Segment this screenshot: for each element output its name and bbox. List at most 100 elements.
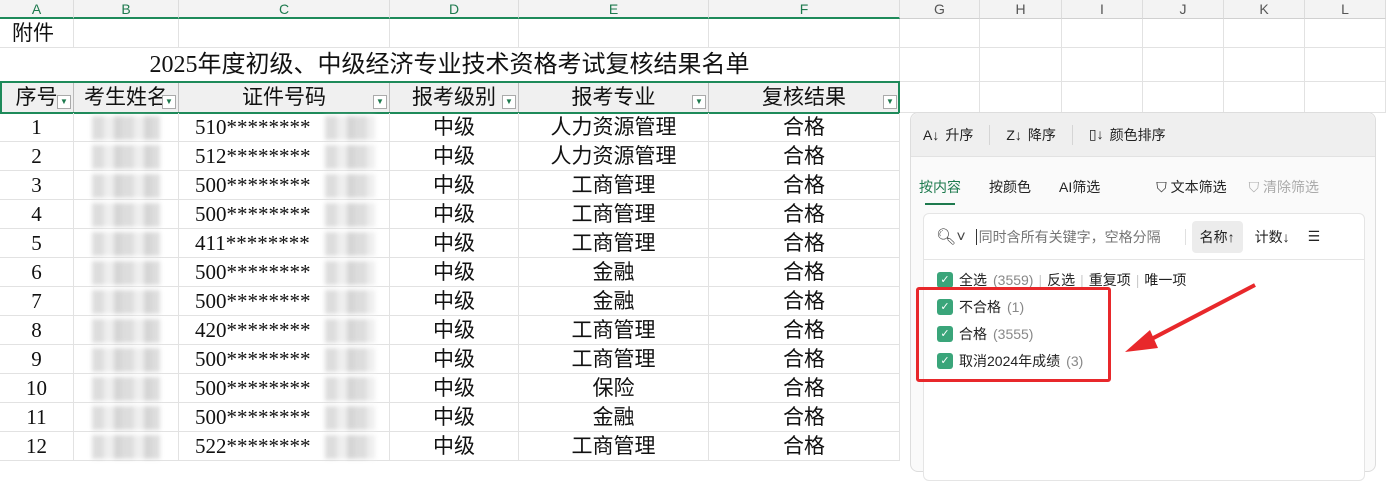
cell-index[interactable]: 2 <box>0 142 74 171</box>
cell[interactable] <box>1224 48 1305 82</box>
cell-index[interactable]: 8 <box>0 316 74 345</box>
column-header-G[interactable]: G <box>900 0 980 19</box>
cell-name-redacted[interactable] <box>74 113 179 142</box>
column-header-K[interactable]: K <box>1224 0 1305 19</box>
column-header-D[interactable]: D <box>390 0 519 19</box>
clear-filter-button[interactable]: ⛉ 清除筛选 <box>1248 179 1320 195</box>
cell-id[interactable]: 500******** <box>179 345 390 374</box>
column-header-C[interactable]: C <box>179 0 390 19</box>
cell-major[interactable]: 工商管理 <box>519 171 709 200</box>
cell-name-redacted[interactable] <box>74 374 179 403</box>
search-input[interactable] <box>975 228 1186 245</box>
settings-icon[interactable]: ☰ <box>1307 228 1321 244</box>
cell-result[interactable]: 合格 <box>709 142 900 171</box>
cell-level[interactable]: 中级 <box>390 374 519 403</box>
cell-level[interactable]: 中级 <box>390 200 519 229</box>
cell-result[interactable]: 合格 <box>709 171 900 200</box>
cell-id[interactable]: 500******** <box>179 171 390 200</box>
color-sort-button[interactable]: ▯↓ 颜色排序 <box>1088 126 1166 143</box>
cell-level[interactable]: 中级 <box>390 142 519 171</box>
cell[interactable] <box>900 19 980 48</box>
column-header-B[interactable]: B <box>74 0 179 19</box>
cell-major[interactable]: 人力资源管理 <box>519 113 709 142</box>
cell-major[interactable]: 工商管理 <box>519 432 709 461</box>
sort-by-name-button[interactable]: 名称↑ <box>1191 220 1243 253</box>
tab-by-content[interactable]: 按内容 <box>919 179 961 205</box>
column-header-F[interactable]: F <box>709 0 900 19</box>
cell[interactable] <box>179 19 390 48</box>
cell-major[interactable]: 工商管理 <box>519 316 709 345</box>
cell[interactable] <box>1143 19 1224 48</box>
checkbox-item[interactable]: ✓ <box>937 352 953 369</box>
cell-index[interactable]: 11 <box>0 403 74 432</box>
cell-level[interactable]: 中级 <box>390 403 519 432</box>
checkbox-select-all[interactable]: ✓ <box>937 271 953 288</box>
cell-major[interactable]: 工商管理 <box>519 229 709 258</box>
cell[interactable] <box>1062 82 1143 113</box>
filter-dropdown-button[interactable]: ▼ <box>373 95 387 109</box>
cell-name-redacted[interactable] <box>74 316 179 345</box>
cell-id[interactable]: 512******** <box>179 142 390 171</box>
cell-index[interactable]: 7 <box>0 287 74 316</box>
cell[interactable] <box>390 19 519 48</box>
cell-index[interactable]: 4 <box>0 200 74 229</box>
cell-level[interactable]: 中级 <box>390 287 519 316</box>
column-header-I[interactable]: I <box>1062 0 1143 19</box>
cell-level[interactable]: 中级 <box>390 316 519 345</box>
cell-major[interactable]: 保险 <box>519 374 709 403</box>
cell-level[interactable]: 中级 <box>390 113 519 142</box>
cell[interactable] <box>1305 19 1386 48</box>
cell-level[interactable]: 中级 <box>390 171 519 200</box>
tab-by-color[interactable]: 按颜色 <box>989 179 1031 195</box>
cell[interactable] <box>1224 82 1305 113</box>
cell[interactable] <box>74 19 179 48</box>
column-header-H[interactable]: H <box>980 0 1062 19</box>
cell-result[interactable]: 合格 <box>709 316 900 345</box>
cell-index[interactable]: 9 <box>0 345 74 374</box>
cell[interactable] <box>1305 82 1386 113</box>
cell-major[interactable]: 工商管理 <box>519 200 709 229</box>
sort-ascending-button[interactable]: A↓ 升序 <box>923 124 991 145</box>
cell[interactable] <box>1143 82 1224 113</box>
cell-result[interactable]: 合格 <box>709 229 900 258</box>
cell-name-redacted[interactable] <box>74 229 179 258</box>
cell-result[interactable]: 合格 <box>709 432 900 461</box>
sort-by-count-button[interactable]: 计数↓ <box>1254 228 1290 245</box>
unique-link[interactable]: 唯一项 <box>1144 271 1187 288</box>
cell-id[interactable]: 500******** <box>179 258 390 287</box>
duplicates-link[interactable]: 重复项 <box>1088 271 1131 288</box>
cell-index[interactable]: 3 <box>0 171 74 200</box>
cell-index[interactable]: 12 <box>0 432 74 461</box>
cell-id[interactable]: 500******** <box>179 374 390 403</box>
column-header-E[interactable]: E <box>519 0 709 19</box>
filter-dropdown-button[interactable]: ▼ <box>162 95 176 109</box>
checkbox-item[interactable]: ✓ <box>937 298 953 315</box>
cell-name-redacted[interactable] <box>74 345 179 374</box>
filter-dropdown-button[interactable]: ▼ <box>692 95 706 109</box>
cell-level[interactable]: 中级 <box>390 258 519 287</box>
cell-major[interactable]: 工商管理 <box>519 345 709 374</box>
cell[interactable] <box>1062 48 1143 82</box>
cell-id[interactable]: 500******** <box>179 287 390 316</box>
cell[interactable] <box>980 19 1062 48</box>
cell-result[interactable]: 合格 <box>709 374 900 403</box>
filter-dropdown-button[interactable]: ▼ <box>502 95 516 109</box>
filter-dropdown-button[interactable]: ▼ <box>883 95 897 109</box>
cell-id[interactable]: 420******** <box>179 316 390 345</box>
invert-selection-link[interactable]: 反选 <box>1047 271 1076 288</box>
cell-name-redacted[interactable] <box>74 142 179 171</box>
cell-id[interactable]: 510******** <box>179 113 390 142</box>
cell-name-redacted[interactable] <box>74 171 179 200</box>
cell[interactable] <box>1224 19 1305 48</box>
cell-id[interactable]: 500******** <box>179 200 390 229</box>
cell-level[interactable]: 中级 <box>390 345 519 374</box>
column-header-L[interactable]: L <box>1305 0 1386 19</box>
cell[interactable] <box>980 82 1062 113</box>
cell[interactable] <box>900 48 980 82</box>
tab-ai-filter[interactable]: AI筛选 <box>1059 179 1101 195</box>
cell-result[interactable]: 合格 <box>709 403 900 432</box>
cell[interactable] <box>900 82 980 113</box>
cell-index[interactable]: 6 <box>0 258 74 287</box>
cell-index[interactable]: 1 <box>0 113 74 142</box>
sort-descending-button[interactable]: Z↓ 降序 <box>1006 124 1073 145</box>
